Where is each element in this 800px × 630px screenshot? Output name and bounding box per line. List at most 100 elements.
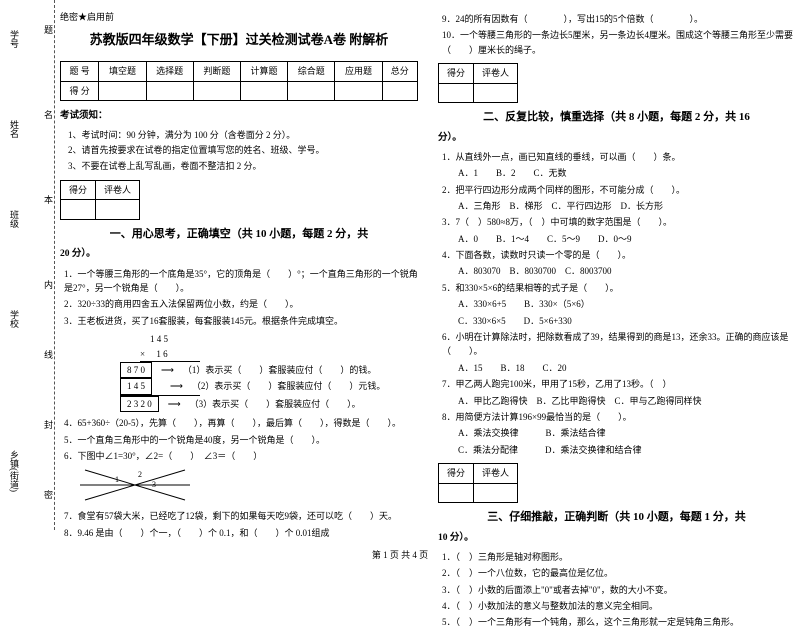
cell xyxy=(335,81,382,100)
question-6: 6．下图中∠1=30°，∠2=（ ） ∠3＝（ ） xyxy=(64,449,418,463)
seal-char-6: 封 xyxy=(42,420,55,429)
section-3-tail: 10 分）。 xyxy=(438,531,795,546)
question-7: 7．食堂有57袋大米，已经吃了12袋，剩下的如果每天吃9袋，还可以吃（ ）天。 xyxy=(64,509,418,523)
judge-2: 2．（ ）一个八位数，它的最高位是亿位。 xyxy=(442,566,795,580)
choice-8-opts2: C．乘法分配律 D．乘法交换律和结合律 xyxy=(458,443,795,457)
page-body: 绝密★启用前 苏教版四年级数学【下册】过关检测试卷A卷 附解析 题 号 填空题 … xyxy=(60,10,795,530)
cell xyxy=(61,200,96,219)
section-1-title: 一、用心思考，正确填空（共 10 小题，每题 2 分，共 xyxy=(60,226,418,244)
arrow-icon: ⟶ xyxy=(152,379,192,393)
margin-label-name: 姓名 xyxy=(8,120,21,138)
seal-char-4: 内 xyxy=(42,280,55,289)
seal-char-3: 本 xyxy=(42,195,55,204)
question-5: 5．一个直角三角形中的一个锐角是40度，另一个锐角是（ ）。 xyxy=(64,433,418,447)
choice-6: 6．小明在计算除法时，把除数看成了39，结果得到的商是13，还余33。正确的商应… xyxy=(442,330,795,359)
mul-row3-text: （3）表示买（ ）套服装应付（ ）。 xyxy=(190,397,361,411)
margin-label-id: 学号 xyxy=(8,30,21,48)
section-2-tail: 分）。 xyxy=(438,131,795,146)
cell: 评卷人 xyxy=(474,464,518,483)
seal-char-5: 线 xyxy=(42,350,55,359)
right-column: 9．24的所有因数有（ ），写出15的5个倍数（ ）。 10．一个等腰三角形的一… xyxy=(438,10,795,530)
question-2: 2．320÷33的商用四舍五入法保留两位小数，约是（ ）。 xyxy=(64,297,418,311)
choice-5-opts: A．330×6+5 B．330×（5×6） xyxy=(458,297,795,311)
question-3: 3．王老板进货，买了16套服装，每套服装145元。根据条件完成填空。 xyxy=(64,314,418,328)
cell: 填空题 xyxy=(99,62,146,81)
cell xyxy=(474,83,518,102)
mul-top: 1 4 5 xyxy=(150,332,440,346)
notice-title: 考试须知： xyxy=(60,109,418,124)
judge-4: 4．（ ）小数加法的意义与整数加法的意义完全相同。 xyxy=(442,599,795,613)
question-10: 10．一个等腰三角形的一条边长5厘米，另一条边长4厘米。围成这个等腰三角形至少需… xyxy=(442,28,795,57)
cell: 得分 xyxy=(61,181,96,200)
choice-4-opts: A．803070 B．8030700 C．8003700 xyxy=(458,264,795,278)
angle-diagram: 1 2 3 xyxy=(80,465,190,507)
mul-row2-text: （2）表示买（ ）套服装应付（ ）元钱。 xyxy=(192,379,386,393)
grader-box-2: 得分评卷人 xyxy=(438,63,518,103)
seal-char-1: 题 xyxy=(42,25,55,34)
cell: 应用题 xyxy=(335,62,382,81)
exam-title: 苏教版四年级数学【下册】过关检测试卷A卷 附解析 xyxy=(60,30,418,51)
cell xyxy=(439,83,474,102)
grader-box: 得分评卷人 xyxy=(60,180,140,220)
notice-item: 2、请首先按要求在试卷的指定位置填写您的姓名、班级、学号。 xyxy=(68,143,418,158)
page-footer: 第 1 页 共 4 页 xyxy=(0,548,800,561)
cell: 得分 xyxy=(439,464,474,483)
choice-7: 7．甲乙两人跑完100米，甲用了15秒，乙用了13秒。（ ） xyxy=(442,377,795,391)
margin-label-town: 乡镇(街道) xyxy=(8,450,21,492)
choice-8: 8．用简便方法计算196×99最恰当的是（ ）。 xyxy=(442,410,795,424)
left-column: 绝密★启用前 苏教版四年级数学【下册】过关检测试卷A卷 附解析 题 号 填空题 … xyxy=(60,10,418,530)
cell xyxy=(96,200,140,219)
cell: 评卷人 xyxy=(474,64,518,83)
cell xyxy=(382,81,417,100)
cell: 选择题 xyxy=(146,62,193,81)
cell: 总分 xyxy=(382,62,417,81)
mul-row2-box: 1 4 5 xyxy=(120,378,152,394)
cell xyxy=(474,483,518,502)
choice-6-opts: A．15 B．18 C．20 xyxy=(458,361,795,375)
cell: 得 分 xyxy=(61,81,99,100)
cell: 综合题 xyxy=(288,62,335,81)
seal-char-7: 密 xyxy=(42,490,55,499)
choice-7-opts: A．甲比乙跑得快 B．乙比甲跑得快 C．甲与乙跑得同样快 xyxy=(458,394,795,408)
cell: 得分 xyxy=(439,64,474,83)
svg-text:2: 2 xyxy=(138,470,142,479)
svg-text:3: 3 xyxy=(152,480,156,489)
choice-3-opts: A．0 B．1～4 C．5～9 D．0～9 xyxy=(458,232,795,246)
notice-item: 1、考试时间：90 分钟，满分为 100 分（含卷面分 2 分）。 xyxy=(68,128,418,143)
grader-box-3: 得分评卷人 xyxy=(438,463,518,503)
cell: 判断题 xyxy=(193,62,240,81)
multiplication-work: 1 4 5 × 1 6 8 7 0 ⟶ （1）表示买（ ）套服装应付（ ）的钱。… xyxy=(120,332,440,412)
secret-label: 绝密★启用前 xyxy=(60,10,418,24)
arrow-icon: ⟶ xyxy=(159,397,190,411)
choice-2-opts: A．三角形 B．梯形 C．平行四边形 D．长方形 xyxy=(458,199,795,213)
choice-5: 5．和330×5×6的结果相等的式子是（ ）。 xyxy=(442,281,795,295)
question-9: 9．24的所有因数有（ ），写出15的5个倍数（ ）。 xyxy=(442,12,795,26)
cell: 计算题 xyxy=(240,62,287,81)
notice-list: 1、考试时间：90 分钟，满分为 100 分（含卷面分 2 分）。 2、请首先按… xyxy=(68,128,418,174)
svg-text:1: 1 xyxy=(115,475,119,484)
choice-2: 2．把平行四边形分成两个同样的图形，不可能分成（ ）。 xyxy=(442,183,795,197)
judge-3: 3．（ ）小数的后面添上"0"或者去掉"0"，数的大小不变。 xyxy=(442,583,795,597)
margin-label-school: 学校 xyxy=(8,310,21,328)
question-4: 4．65+360÷（20-5），先算（ ），再算（ ），最后算（ ），得数是（ … xyxy=(64,416,418,430)
choice-4: 4．下面各数，读数时只读一个零的是（ ）。 xyxy=(442,248,795,262)
section-1-tail: 20 分）。 xyxy=(60,247,418,262)
cell xyxy=(240,81,287,100)
cell xyxy=(439,483,474,502)
choice-8-opts: A．乘法交换律 B．乘法结合律 xyxy=(458,426,795,440)
cell: 题 号 xyxy=(61,62,99,81)
question-8: 8．9.46 是由（ ）个一，（ ）个 0.1，和（ ）个 0.01组成 xyxy=(64,526,418,540)
choice-3: 3．7（ ）580≈8万，（ ）中可填的数字范围是（ ）。 xyxy=(442,215,795,229)
score-table: 题 号 填空题 选择题 判断题 计算题 综合题 应用题 总分 得 分 xyxy=(60,61,418,101)
mul-times: × 1 6 xyxy=(140,347,200,362)
cell: 评卷人 xyxy=(96,181,140,200)
arrow-icon: ⟶ xyxy=(152,363,183,377)
table-row: 得 分 xyxy=(61,81,418,100)
mul-row3-box: 2 3 2 0 xyxy=(120,396,159,412)
section-3-title: 三、仔细推敲，正确判断（共 10 小题，每题 1 分，共 xyxy=(438,509,795,527)
choice-1: 1．从直线外一点，画已知直线的垂线，可以画（ ）条。 xyxy=(442,150,795,164)
seal-char-2: 名 xyxy=(42,110,55,119)
table-row: 题 号 填空题 选择题 判断题 计算题 综合题 应用题 总分 xyxy=(61,62,418,81)
notice-item: 3、不要在试卷上乱写乱画，卷面不整洁扣 2 分。 xyxy=(68,159,418,174)
section-2-title: 二、反复比较，慎重选择（共 8 小题，每题 2 分，共 16 xyxy=(438,109,795,127)
